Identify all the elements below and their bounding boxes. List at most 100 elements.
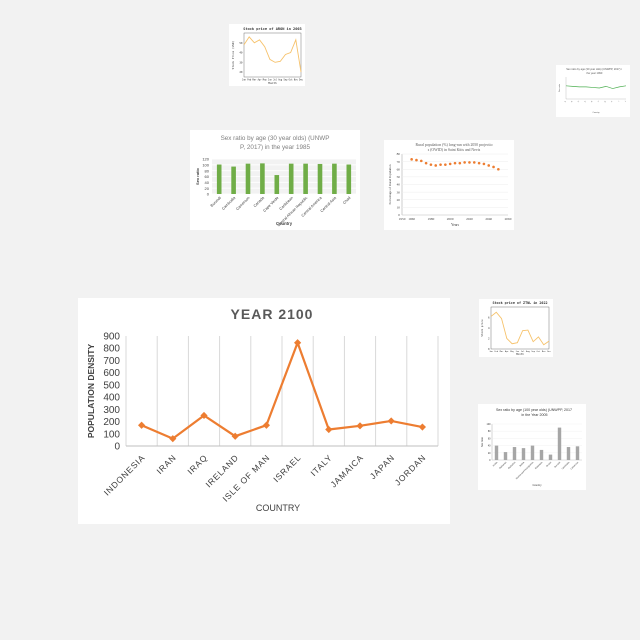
series-line [141,339,423,440]
x-tick-label: Belize [520,461,526,467]
y-tick-label: 20 [397,198,401,202]
y-tick-label: 100 [487,423,492,426]
y-axis-label: Sex ratio [558,83,561,92]
x-tick-label: Feb [247,79,252,82]
data-point-marker [231,432,239,440]
bar [288,163,294,194]
chart-title-line: Sex ratio by age (30 year olds) (UNWP [221,135,330,142]
x-axis-label: Country [532,483,542,487]
sexratio-2005-svg: Sex ratio by age (100 year olds) (UNWPP,… [480,408,582,487]
x-tick-label: Jun [268,79,273,82]
y-tick-label: 40 [397,183,401,187]
chart-title-line: P, 2017) in the year 1985 [240,144,310,151]
chart-title-line: Sex ratio by age (30 year olds) (UNWPP, … [566,67,622,71]
x-tick-label: JAMAICA [328,452,365,489]
y-tick-label: 20 [205,186,210,191]
series-line [490,311,550,346]
y-tick-label: 200 [103,417,120,428]
x-tick-label: Chad [342,196,351,205]
x-tick-label: JAPAN [368,452,397,481]
chart-stock-aron: Stock price of ARON in 2003 20 30 40 50 Jan Fe… [229,24,305,86]
chart-title: Rural population (%) long-run with 2050 … [416,143,493,152]
bar [548,454,553,460]
chart-title-line: Rural population (%) long-run with 2050 … [416,143,493,147]
y-tick-label: 80 [205,168,210,173]
plot-frame [243,32,302,78]
x-tick-label: Apr [258,79,263,82]
x-tick-label: INDONESIA [102,452,147,497]
data-point [487,164,491,167]
x-tick-label: Bahamas [499,461,508,470]
y-tick-label: 6 [488,316,490,320]
bar [303,163,308,194]
x-tick-label: May [263,79,268,82]
bar [346,164,352,194]
y-tick-label: 600 [103,368,120,379]
x-tick-label: Jul [273,79,278,82]
data-point [492,165,495,169]
x-tick-label: F [598,100,601,103]
y-tick-label: 0 [114,442,120,453]
y-tick-label: 0 [398,213,400,217]
x-tick-label: Sep [531,351,535,353]
y-tick-label: 300 [103,405,120,416]
bar [245,163,251,194]
x-tick-label: Nov [542,351,546,353]
y-tick-label: 20 [239,70,243,74]
x-tick-label: Aug [278,79,283,82]
x-tick-label: Botswana [534,461,543,470]
x-axis-label: Month [516,352,524,356]
y-axis-label: Stock Price (USD) [231,40,235,69]
y-tick-label: 20 [488,452,491,455]
x-tick-label: Aug [526,350,530,353]
x-tick-label: Sep [283,79,288,82]
chart-title: YEAR 2100 [231,306,314,322]
y-axis-label: Percentage of Rural Population [388,164,392,204]
x-tick-label: Mar [500,351,504,353]
bar [521,448,526,460]
x-tick-label: 2040 [485,217,492,221]
bar [317,163,323,194]
series-line [243,36,302,73]
x-tick-label: Jul [521,351,525,353]
chart-title: Sex ratio by age (30 year olds) (UNWPP, … [566,67,622,75]
y-tick-label: 0 [207,192,210,197]
rural-svg: Rural population (%) long-run with 2050 … [388,143,512,227]
bar [494,445,499,460]
y-tick-label: 120 [202,157,209,162]
x-tick-label: J [625,101,627,103]
x-axis-label: Country [592,111,599,114]
data-point [468,161,471,164]
x-tick-label: Jan [489,351,493,353]
y-tick-label: 40 [239,51,243,55]
data-point-marker [387,417,395,425]
data-point [444,163,447,166]
sexratio-1985-svg: Sex ratio by age (30 year olds) (UNWP P, … [195,135,356,228]
y-tick-label: 50 [239,41,243,45]
x-tick-label: Burundi [210,196,222,208]
data-point [458,161,462,165]
x-tick-label: Feb [494,351,498,353]
x-tick-label: Barbados [507,460,516,469]
data-point [415,158,418,162]
y-axis-label: Sex ratio [195,168,200,185]
x-tick-label: Cambodia [562,461,571,470]
x-tick-label: Bosnia and Herzegovina [515,461,535,481]
data-point [419,159,423,163]
y-axis-label: Sex ratio [480,436,484,447]
data-point-marker [294,339,302,347]
y-tick-label: 4 [488,326,490,330]
stock-ztnl-svg: Stock price of ZTNL in 2022 0 2 4 6 Jan Feb Mar… [480,301,552,356]
data-point [429,163,433,166]
x-tick-label: ITALY [309,452,335,478]
bar [274,175,280,194]
y-tick-label: 400 [103,393,120,404]
y-tick-label: 800 [103,344,120,355]
x-tick-label: JORDAN [393,452,428,487]
x-tick-label: IRAQ [185,452,209,476]
y-tick-label: 100 [103,429,120,440]
x-tick-label: Cameroon [235,196,250,211]
data-point [439,163,442,166]
bar [231,166,236,194]
x-tick-label: 1960 [408,217,415,221]
